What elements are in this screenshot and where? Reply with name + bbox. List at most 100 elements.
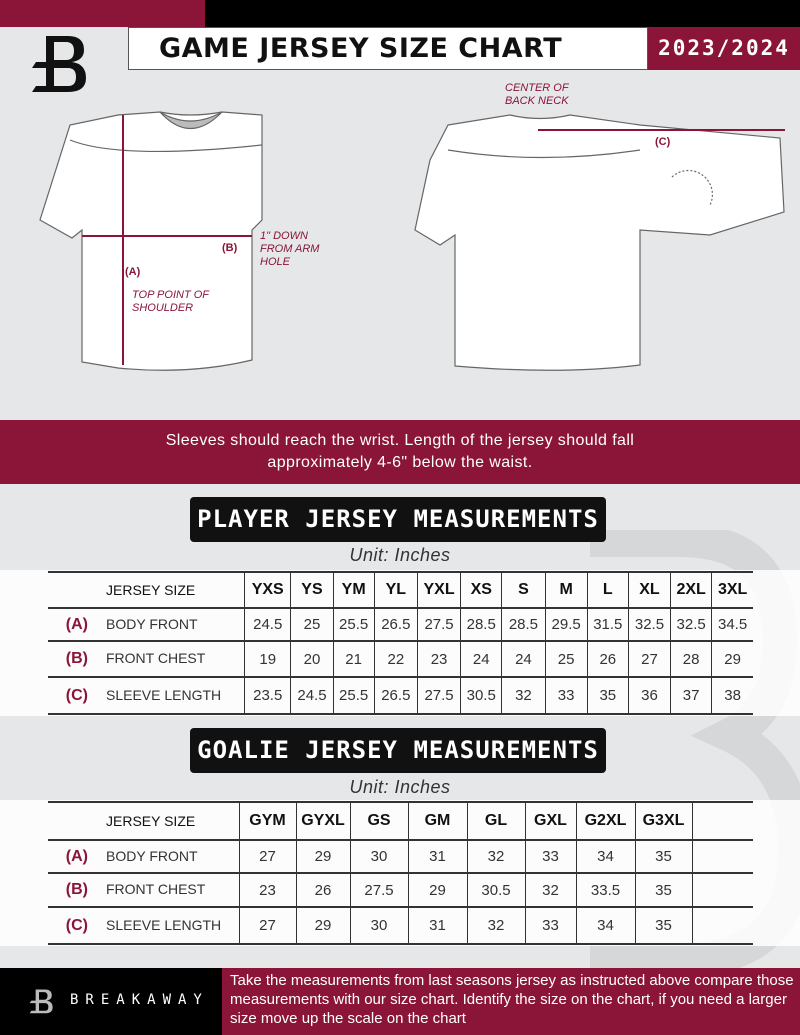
page-title: GAME JERSEY SIZE CHART xyxy=(128,27,648,70)
measurement-cell: 33 xyxy=(544,677,588,715)
measurement-cell: 33.5 xyxy=(575,873,635,908)
goalie-section-title: GOALIE JERSEY MEASUREMENTS xyxy=(190,728,606,773)
size-column-header: G2XL xyxy=(575,802,635,841)
measurement-cell: 27.5 xyxy=(416,677,461,715)
size-column-header: YM xyxy=(332,572,375,609)
measurement-cell: 32.5 xyxy=(670,608,712,642)
measurement-cell: 32 xyxy=(466,840,525,874)
measurement-cell: 34.5 xyxy=(711,608,753,642)
row-key: (C) xyxy=(65,686,88,704)
measurement-cell: 33 xyxy=(524,907,576,945)
measurement-cell: 32 xyxy=(524,873,576,908)
measurement-cell: 26.5 xyxy=(373,677,418,715)
row-label-text: FRONT CHEST xyxy=(106,881,206,897)
measurement-cell: 36 xyxy=(627,677,671,715)
measurement-cell: 29.5 xyxy=(544,608,588,642)
measurement-cell: 34 xyxy=(575,840,635,874)
size-column-header: 3XL xyxy=(711,572,753,609)
table-row: (C) SLEEVE LENGTH 27 29 30 31 32 33 34 35 xyxy=(48,907,753,945)
measurement-cell: 29 xyxy=(711,641,753,678)
measurement-cell: 31 xyxy=(407,840,467,874)
player-section-title: PLAYER JERSEY MEASUREMENTS xyxy=(190,497,606,542)
fit-guidance-banner: Sleeves should reach the wrist. Length o… xyxy=(0,420,800,484)
measurement-cell: 30 xyxy=(349,840,408,874)
shoulder-note: TOP POINT OF SHOULDER xyxy=(132,289,209,314)
row-label-text: SLEEVE LENGTH xyxy=(106,916,222,933)
footer-brand-name: BREAKAWAY xyxy=(70,992,209,1008)
player-unit-label: Unit: Inches xyxy=(349,545,451,565)
size-column-header: L xyxy=(586,572,629,609)
measurement-cell: 30.5 xyxy=(466,873,525,908)
measurement-cell: 23 xyxy=(416,641,461,678)
measurement-cell: 30 xyxy=(349,907,408,945)
size-column-header: YXL xyxy=(416,572,461,609)
label-b: (B) xyxy=(222,242,238,254)
measurement-cell: 19 xyxy=(244,641,291,678)
measurement-cell: 31.5 xyxy=(586,608,629,642)
table-header-row: JERSEY SIZE YXS YS YM YL YXL XS S M L XL 2XL 3XL xyxy=(48,572,753,609)
measurement-cell: 28.5 xyxy=(460,608,502,642)
measurement-cell: 21 xyxy=(332,641,375,678)
measurement-cell: 27.5 xyxy=(416,608,461,642)
row-label-text: FRONT CHEST xyxy=(106,650,206,666)
measurement-cell: 35 xyxy=(586,677,629,715)
measurement-cell: 27 xyxy=(627,641,671,678)
measurement-cell xyxy=(691,907,753,945)
size-column-header: GL xyxy=(466,802,525,841)
measurement-cell: 35 xyxy=(634,840,692,874)
table-row: (C) SLEEVE LENGTH 23.5 24.5 25.5 26.5 27.5 30.5… xyxy=(48,677,753,715)
measurement-cell: 26.5 xyxy=(373,608,418,642)
measurement-cell: 37 xyxy=(670,677,712,715)
footer-logo-icon xyxy=(29,989,53,1014)
size-header-label: JERSEY SIZE xyxy=(48,572,245,609)
measurement-cell: 31 xyxy=(407,907,467,945)
measurement-cell: 29 xyxy=(295,907,350,945)
row-label: (B) FRONT CHEST xyxy=(48,873,239,908)
measurement-cell: 23.5 xyxy=(244,677,291,715)
measurement-cell: 27 xyxy=(238,840,296,874)
top-accent-bar xyxy=(0,0,205,27)
table-row: (A) BODY FRONT 24.5 25 25.5 26.5 27.5 28.5 28.5 2… xyxy=(48,608,753,642)
arm-hole-note: 1" DOWN FROM ARM HOLE xyxy=(260,230,320,268)
measurement-cell: 32.5 xyxy=(627,608,671,642)
row-key: (B) xyxy=(65,881,88,898)
measurement-cell: 28.5 xyxy=(501,608,546,642)
measurement-lines xyxy=(82,115,785,365)
measurement-cell: 23 xyxy=(238,873,296,908)
measurement-cell: 35 xyxy=(634,907,692,945)
measurement-cell: 27.5 xyxy=(349,873,408,908)
back-jersey-outline xyxy=(414,114,785,371)
measurement-cell: 33 xyxy=(524,840,576,874)
table-row: (B) FRONT CHEST 23 26 27.5 29 30.5 32 33.5 35 xyxy=(48,873,753,908)
measurement-cell: 24 xyxy=(501,641,546,678)
footer-instructions: Take the measurements from last seasons … xyxy=(222,968,800,1035)
banner-line-2: approximately 4-6" below the waist. xyxy=(267,454,533,471)
row-label-text: BODY FRONT xyxy=(106,847,198,864)
size-column-header: GYM xyxy=(238,802,296,841)
banner-line-1: Sleeves should reach the wrist. Length o… xyxy=(165,432,635,449)
brand-logo-icon xyxy=(32,36,86,92)
row-key: (A) xyxy=(65,615,88,633)
row-label-text: SLEEVE LENGTH xyxy=(106,686,222,703)
size-column-header: S xyxy=(501,572,546,609)
front-jersey-outline xyxy=(39,111,263,371)
measurement-cell: 32 xyxy=(501,677,546,715)
table-row: (A) BODY FRONT 27 29 30 31 32 33 34 35 xyxy=(48,840,753,874)
measurement-cell xyxy=(691,840,753,874)
row-label: (A) BODY FRONT xyxy=(48,608,245,642)
row-key: (A) xyxy=(65,847,88,865)
table-row: (B) FRONT CHEST 19 20 21 22 23 24 24 25 26 27 28 29 xyxy=(48,641,753,678)
row-label: (B) FRONT CHEST xyxy=(48,641,245,678)
row-key: (B) xyxy=(65,650,88,667)
player-size-table: JERSEY SIZE YXS YS YM YL YXL XS S M L XL 2XL 3XL (A) B… xyxy=(48,571,753,715)
center-back-neck-note: CENTER OF BACK NECK xyxy=(505,82,569,107)
row-label: (A) BODY FRONT xyxy=(48,840,239,874)
size-column-header: XL xyxy=(627,572,671,609)
measurement-cell: 22 xyxy=(373,641,418,678)
measurement-cell: 25 xyxy=(544,641,588,678)
label-a: (A) xyxy=(125,266,141,278)
table-header-row: JERSEY SIZE GYM GYXL GS GM GL GXL G2XL G3XL xyxy=(48,802,753,841)
measurement-cell: 34 xyxy=(575,907,635,945)
measurement-cell: 30.5 xyxy=(460,677,502,715)
measurement-cell: 25 xyxy=(290,608,334,642)
